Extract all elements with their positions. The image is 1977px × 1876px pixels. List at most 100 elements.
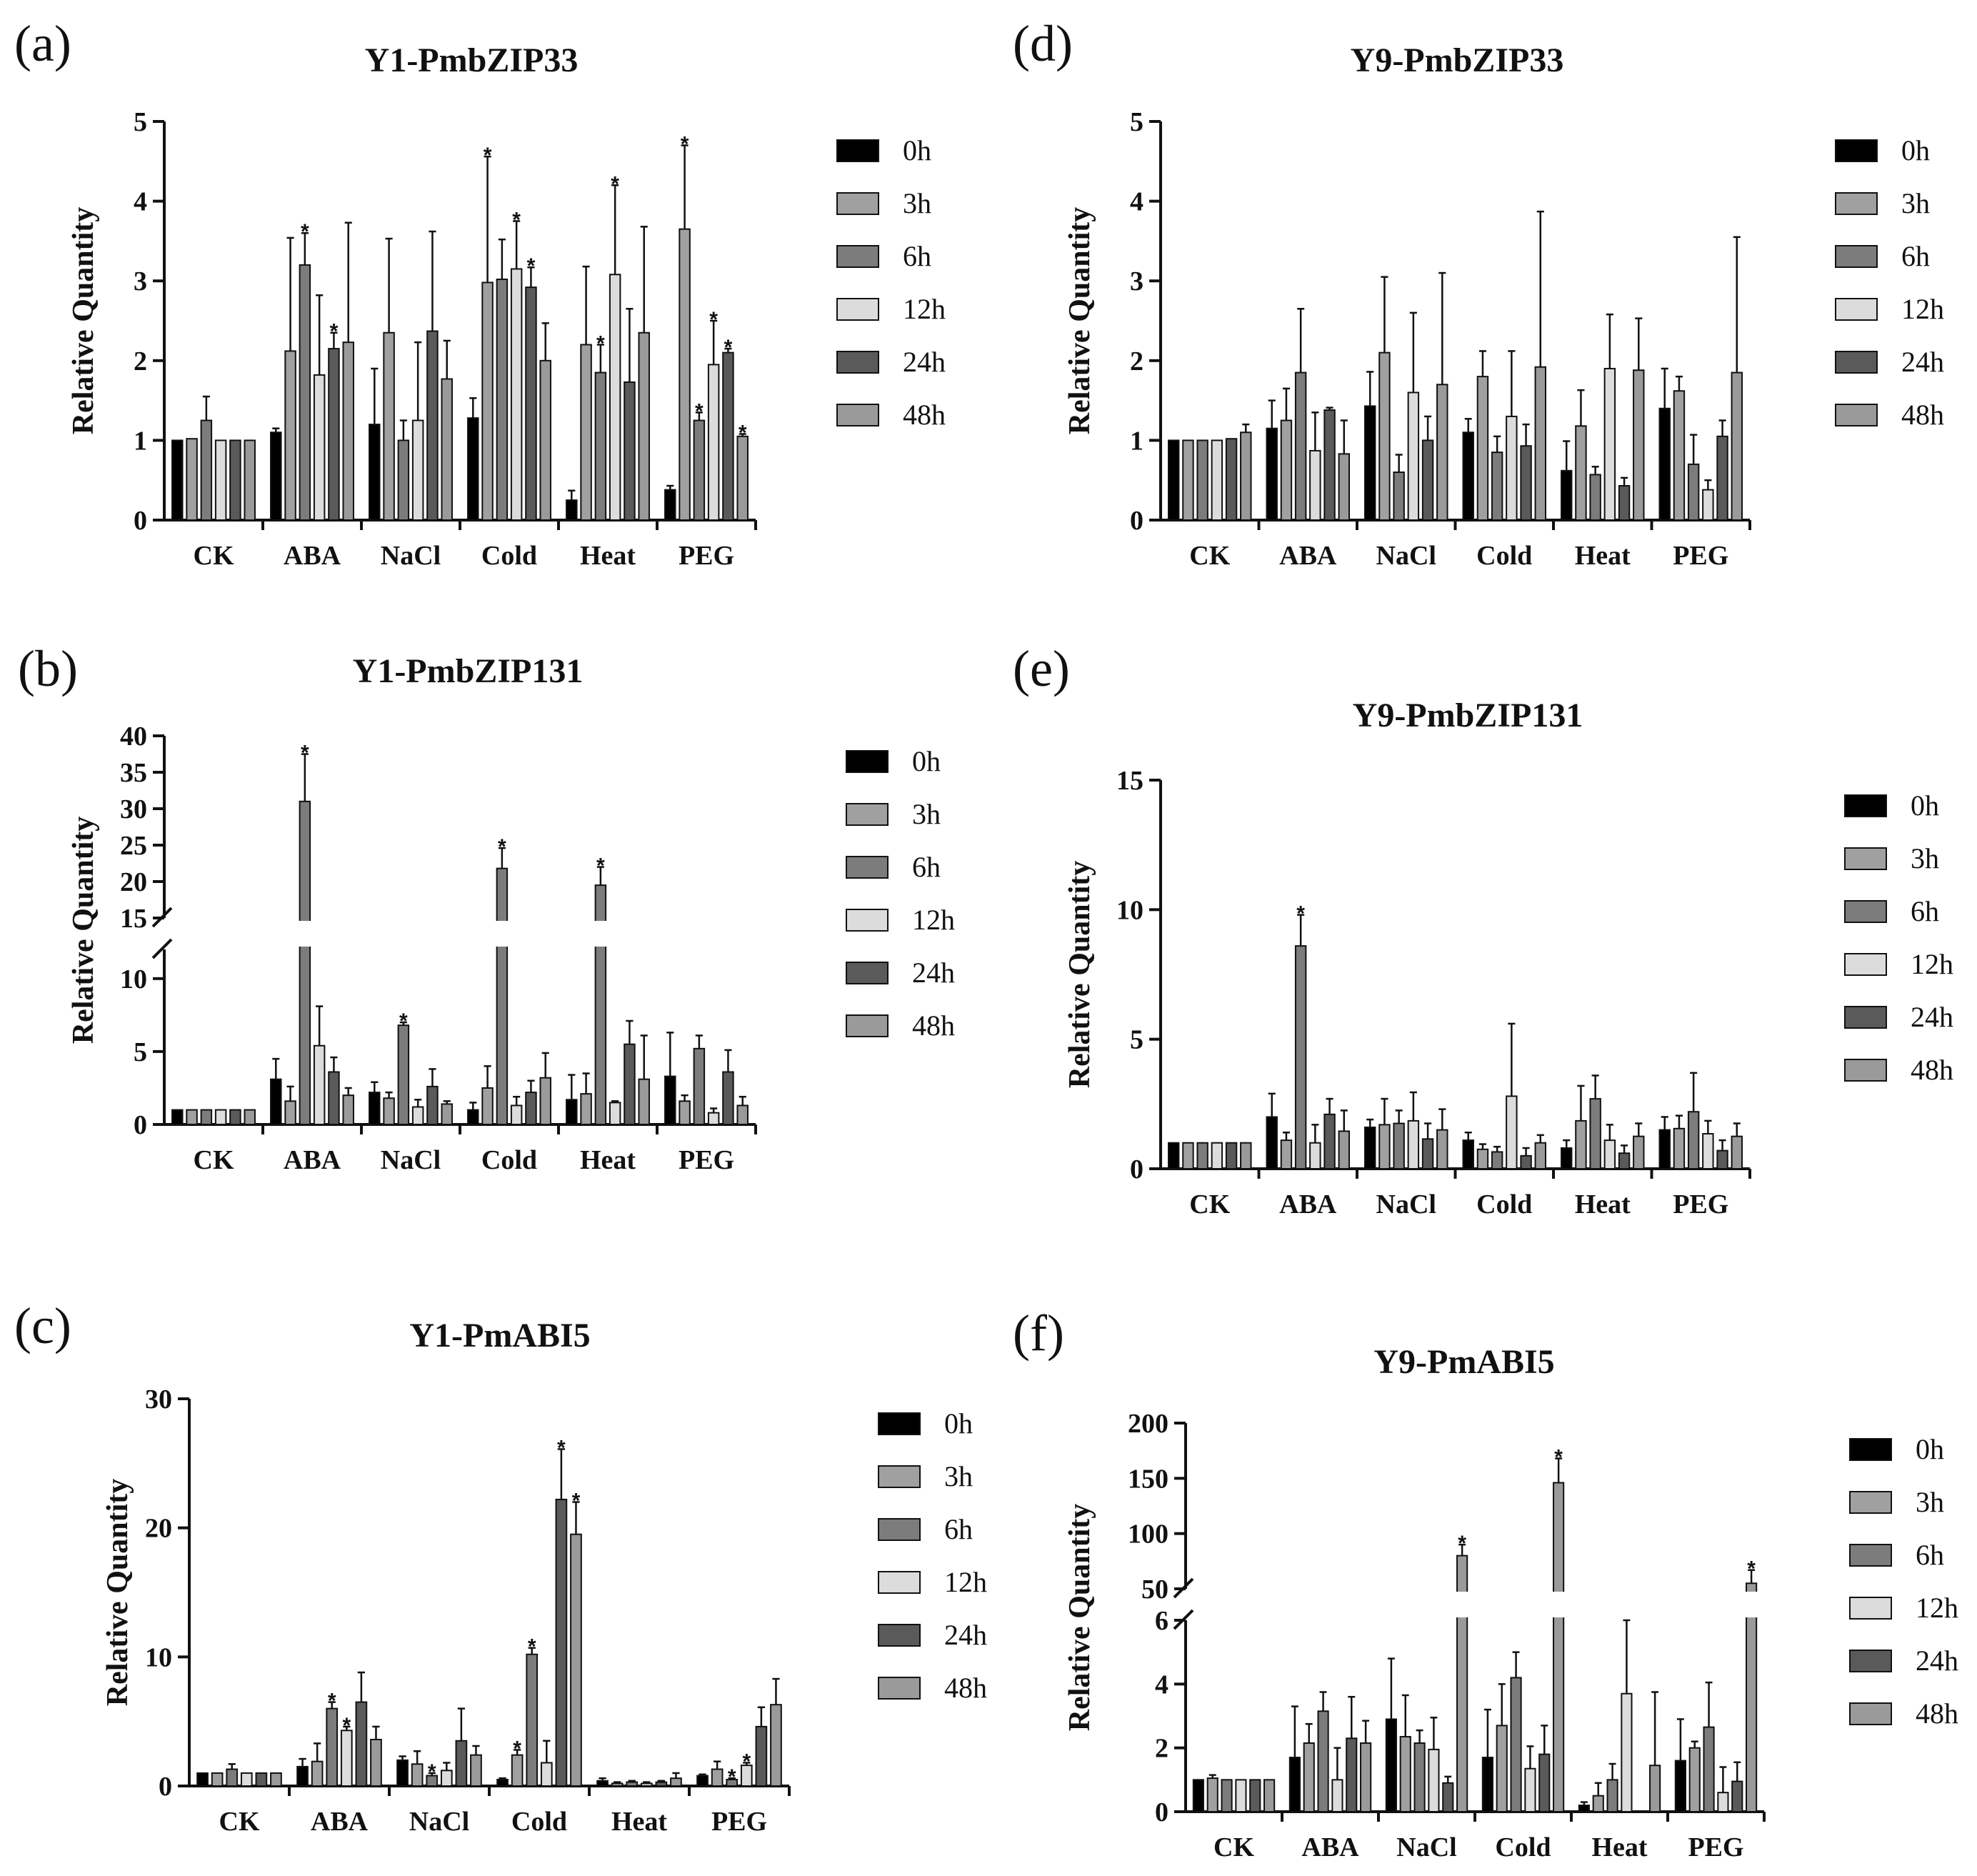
bar xyxy=(1603,1139,1616,1170)
bar xyxy=(1196,1142,1208,1169)
bar xyxy=(226,1768,239,1787)
category-label: NaCl xyxy=(409,1807,469,1837)
legend-label: 0h xyxy=(912,745,941,777)
bar xyxy=(1633,1135,1645,1169)
legend-label: 3h xyxy=(1911,842,1939,874)
bar xyxy=(1263,1779,1276,1812)
bar xyxy=(311,1760,324,1787)
significance-star: * xyxy=(739,421,747,444)
bar xyxy=(1746,1582,1758,1812)
bar xyxy=(299,264,311,521)
category-label: Cold xyxy=(1495,1832,1551,1862)
bar xyxy=(1413,1742,1426,1812)
bar xyxy=(1331,1779,1343,1812)
bar xyxy=(1225,1142,1238,1169)
significance-star: * xyxy=(527,254,536,278)
category-label: Heat xyxy=(1575,1189,1631,1219)
bar xyxy=(638,1078,650,1126)
chart-title: Y1-PmbZIP131 xyxy=(353,652,584,690)
legend-label: 0h xyxy=(944,1407,973,1440)
legend-label: 6h xyxy=(903,240,931,272)
bar xyxy=(1317,1710,1329,1813)
panel-label: (d) xyxy=(1013,15,1073,72)
bar xyxy=(1589,474,1601,521)
bar xyxy=(396,1759,409,1787)
y-axis-title: Relative Quantity xyxy=(1063,207,1096,434)
chart-panel-4: (d) Y9-PmbZIP33 0 1 2 3 4 5 Relative Quantity CK A… xyxy=(1013,15,1944,571)
legend-swatch xyxy=(878,1677,921,1700)
y-tick-label: 5 xyxy=(1130,1025,1143,1055)
category-label: CK xyxy=(1189,541,1230,571)
legend-label: 6h xyxy=(1911,895,1939,927)
bar xyxy=(696,1775,709,1787)
bar xyxy=(441,378,453,522)
category-label: ABA xyxy=(1279,1189,1337,1219)
bar xyxy=(1385,1718,1397,1812)
legend-swatch xyxy=(846,750,889,773)
bar xyxy=(638,331,650,521)
bar xyxy=(1225,438,1238,522)
bar xyxy=(1462,431,1474,521)
bar xyxy=(736,435,749,522)
significance-star: * xyxy=(301,742,309,765)
category-label: CK xyxy=(1213,1832,1254,1862)
y-axis-title: Relative Quantity xyxy=(67,817,100,1044)
bar xyxy=(539,359,551,521)
significance-star: * xyxy=(709,308,718,331)
panel-label: (b) xyxy=(18,640,78,697)
bar xyxy=(1476,376,1489,521)
legend-swatch xyxy=(1849,1544,1892,1567)
legend-label: 12h xyxy=(903,293,946,325)
bar xyxy=(369,424,381,522)
legend-label: 24h xyxy=(903,346,946,378)
legend-swatch xyxy=(878,1518,921,1541)
bar xyxy=(481,1087,494,1126)
bar xyxy=(340,1730,353,1787)
legend-swatch xyxy=(836,298,879,321)
bar xyxy=(566,1099,578,1125)
bar xyxy=(1407,391,1420,521)
bar xyxy=(1606,1779,1618,1812)
bar-break-gap xyxy=(494,921,510,947)
bar xyxy=(496,278,509,521)
bar xyxy=(214,439,227,522)
significance-star: * xyxy=(330,320,339,344)
bar xyxy=(1240,1142,1252,1169)
bar xyxy=(1421,439,1434,522)
bar xyxy=(1578,1805,1590,1812)
bar xyxy=(679,228,691,521)
bar xyxy=(1716,1149,1728,1169)
category-label: Cold xyxy=(481,1145,537,1175)
bar xyxy=(270,1078,282,1126)
bar xyxy=(171,439,184,522)
bar xyxy=(1196,439,1208,522)
chart-title: Y9-PmbZIP131 xyxy=(1353,697,1583,734)
bar xyxy=(1309,1142,1321,1169)
legend-label: 6h xyxy=(944,1513,973,1545)
significance-star: * xyxy=(301,220,309,244)
bar xyxy=(707,364,720,521)
bar xyxy=(1674,1760,1686,1813)
bar xyxy=(244,1109,256,1126)
category-label: PEG xyxy=(1673,541,1728,571)
bar xyxy=(1364,405,1376,521)
legend-swatch xyxy=(846,856,889,879)
legend-swatch xyxy=(1835,298,1878,321)
bar xyxy=(1633,369,1645,522)
bar xyxy=(670,1777,682,1787)
bar xyxy=(1491,1151,1503,1169)
category-label: CK xyxy=(194,541,234,571)
chart-panel-5: (e) Y9-PmbZIP131 0 5 10 15 Relative Quantity CK… xyxy=(1013,640,1953,1219)
bar xyxy=(342,341,354,521)
y-tick-label: 200 xyxy=(1128,1409,1168,1439)
legend-swatch xyxy=(836,192,879,215)
bar xyxy=(580,1093,592,1125)
bar xyxy=(186,438,198,522)
y-axis-title: Relative Quantity xyxy=(67,207,100,434)
bar xyxy=(313,1044,326,1125)
category-label: NaCl xyxy=(1376,541,1436,571)
legend-label: 48h xyxy=(1911,1054,1953,1086)
bar xyxy=(426,330,439,521)
panel-label: (f) xyxy=(1013,1304,1064,1362)
legend-swatch xyxy=(1844,1006,1887,1029)
